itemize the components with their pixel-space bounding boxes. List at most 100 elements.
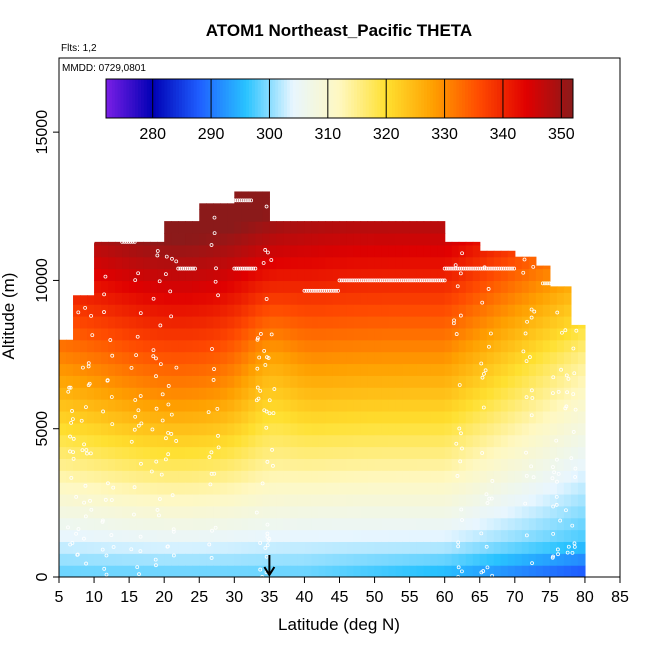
heatmap-cell	[493, 316, 502, 329]
heatmap-cell	[171, 292, 179, 305]
heatmap-cell	[150, 410, 158, 424]
heatmap-cell	[353, 304, 362, 317]
heatmap-cell	[556, 446, 565, 459]
heatmap-cell	[507, 351, 516, 365]
heatmap-cell	[227, 517, 235, 531]
heatmap-cell	[479, 304, 488, 317]
heatmap-cell	[150, 292, 158, 305]
heatmap-cell	[157, 387, 165, 400]
heatmap-cell	[451, 553, 460, 566]
heatmap-cell	[227, 493, 235, 507]
heatmap-cell	[311, 517, 320, 531]
heatmap-cell	[381, 280, 390, 293]
heatmap-cell	[199, 529, 207, 543]
colorbar-swatch	[532, 79, 536, 118]
sample-point	[373, 278, 378, 283]
heatmap-cell	[339, 316, 348, 329]
heatmap-cell	[115, 399, 123, 412]
heatmap-cell	[556, 410, 565, 424]
heatmap-cell	[157, 363, 165, 376]
sample-point	[495, 266, 500, 271]
heatmap-cell	[80, 295, 88, 305]
sample-point	[82, 536, 86, 541]
heatmap-cell	[227, 565, 235, 577]
heatmap-cell	[430, 363, 439, 376]
heatmap-cell	[150, 446, 158, 459]
heatmap-cell	[269, 268, 277, 282]
heatmap-cell	[122, 493, 130, 507]
sample-point	[164, 436, 168, 441]
heatmap-cell	[304, 304, 313, 317]
heatmap-cell	[171, 458, 179, 471]
sample-point	[86, 364, 91, 369]
sample-point	[499, 266, 504, 271]
sample-point	[459, 507, 464, 512]
sample-point	[272, 387, 277, 391]
heatmap-cell	[290, 375, 299, 388]
heatmap-cell	[164, 256, 172, 270]
heatmap-cell	[220, 351, 228, 365]
sample-point	[68, 434, 72, 439]
sample-point	[474, 266, 479, 271]
heatmap-cell	[423, 351, 432, 365]
heatmap-cell	[157, 339, 165, 353]
heatmap-cell	[367, 387, 376, 400]
heatmap-cell	[304, 553, 313, 566]
colorbar-swatch	[342, 79, 346, 118]
heatmap-cell	[234, 316, 242, 329]
heatmap-cell	[94, 482, 102, 495]
heatmap-cell	[87, 295, 95, 305]
heatmap-cell	[283, 553, 292, 566]
heatmap-cell	[507, 422, 516, 436]
heatmap-cell	[304, 375, 313, 388]
heatmap-cell	[430, 304, 439, 317]
heatmap-cell	[472, 292, 481, 305]
heatmap-cell	[269, 256, 277, 270]
heatmap-cell	[472, 565, 481, 577]
heatmap-cell	[507, 434, 516, 448]
sample-point	[563, 328, 568, 333]
heatmap-cell	[374, 458, 383, 471]
heatmap-cell	[304, 256, 313, 270]
heatmap-cell	[339, 327, 348, 341]
sample-point	[529, 388, 534, 393]
heatmap-cell	[332, 529, 341, 543]
heatmap-cell	[73, 434, 81, 448]
heatmap-cell	[80, 304, 88, 317]
heatmap-cell	[367, 399, 376, 412]
heatmap-cell	[486, 280, 495, 293]
sample-point	[555, 479, 559, 484]
heatmap-cell	[332, 316, 341, 329]
colorbar-swatch	[488, 79, 492, 118]
sample-point	[129, 365, 134, 370]
colorbar-tick-label: 300	[256, 126, 283, 143]
heatmap-cell	[157, 316, 165, 329]
heatmap-cell	[346, 493, 355, 507]
sample-point	[270, 447, 274, 452]
sample-point	[223, 198, 228, 203]
heatmap-cell	[507, 339, 516, 353]
heatmap-cell	[108, 565, 116, 577]
heatmap-cell	[115, 241, 123, 246]
heatmap-cell	[360, 422, 369, 436]
heatmap-cell	[220, 553, 228, 566]
heatmap-cell	[472, 304, 481, 317]
heatmap-cell	[255, 399, 263, 412]
heatmap-cell	[472, 434, 481, 448]
sample-point	[134, 353, 139, 358]
heatmap-cell	[535, 446, 544, 459]
heatmap-cell	[157, 256, 165, 270]
heatmap-cell	[248, 280, 256, 293]
sample-point	[136, 408, 141, 413]
sample-point	[159, 472, 164, 477]
sample-point	[558, 518, 563, 523]
heatmap-cell	[66, 517, 74, 531]
heatmap-cell	[164, 339, 172, 353]
heatmap-cell	[388, 327, 397, 341]
heatmap-cell	[521, 280, 530, 293]
sample-point	[545, 281, 549, 286]
heatmap-cell	[318, 434, 327, 448]
colorbar-swatch	[394, 79, 399, 118]
heatmap-cell	[311, 410, 320, 424]
heatmap-cell	[570, 517, 579, 531]
